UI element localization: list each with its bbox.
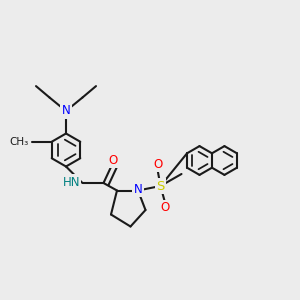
Text: S: S (156, 179, 165, 193)
Text: CH₃: CH₃ (9, 137, 28, 147)
Text: N: N (134, 183, 142, 196)
Text: HN: HN (63, 176, 80, 189)
Text: N: N (61, 104, 70, 118)
Text: O: O (109, 154, 118, 167)
Text: O: O (153, 158, 162, 171)
Text: O: O (160, 201, 169, 214)
